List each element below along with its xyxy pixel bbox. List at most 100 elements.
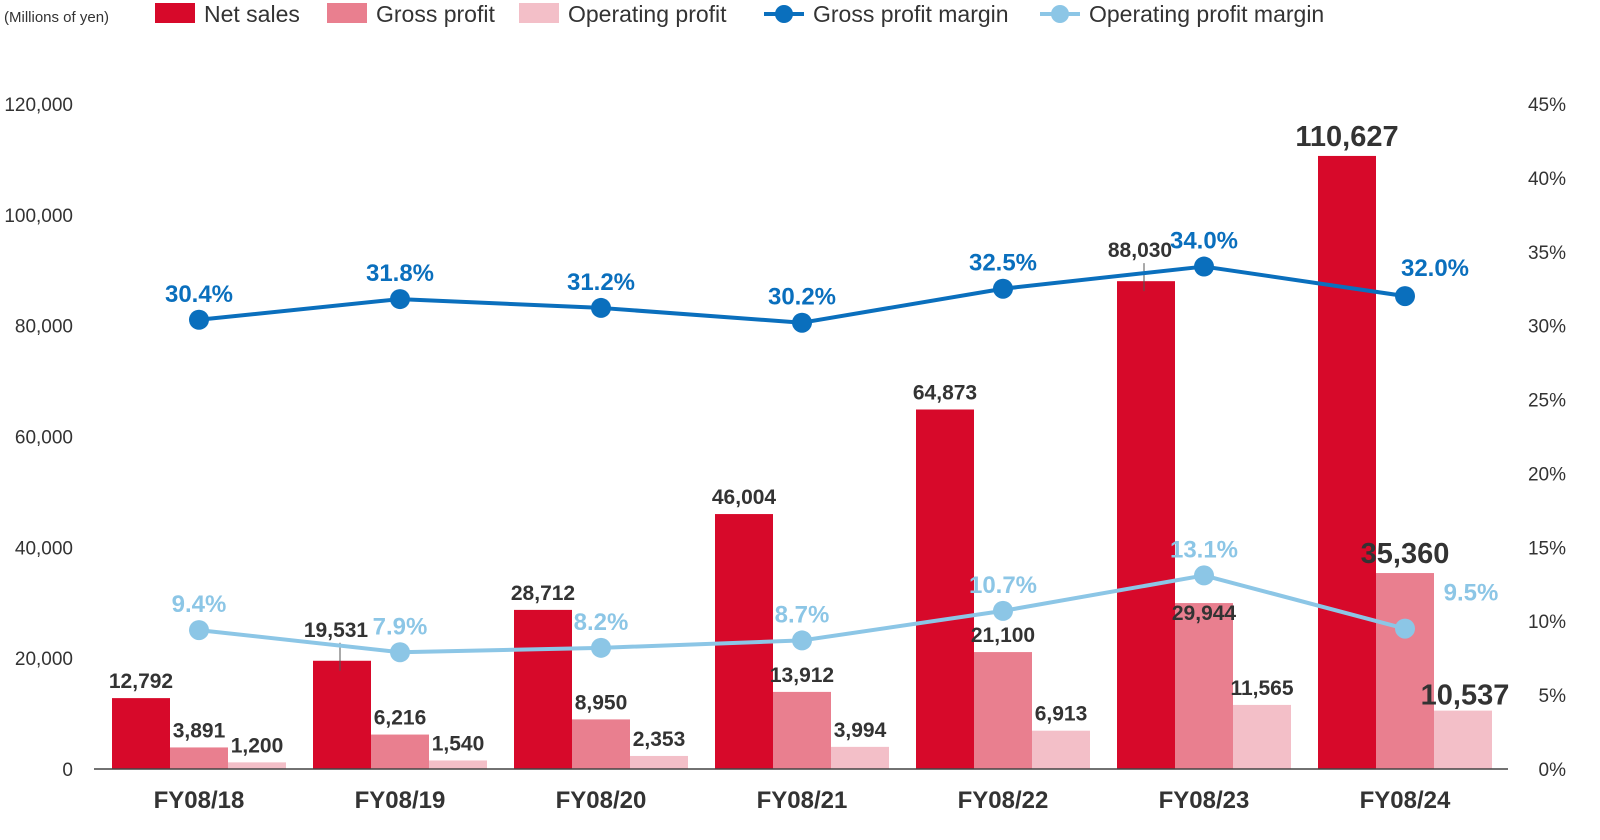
category-label: FY08/24 [1360, 787, 1451, 814]
bar-operating-profit [1233, 704, 1291, 769]
bar-value-label: 64,873 [913, 381, 977, 404]
bar-value-label: 29,944 [1172, 602, 1237, 625]
line-value-label: 8.2% [574, 609, 629, 636]
right-tick-label: 25% [1528, 391, 1566, 412]
line-marker [189, 309, 209, 330]
bar-operating-profit [429, 760, 487, 769]
bar-value-label: 6,913 [1035, 703, 1088, 726]
legend-marker [1051, 5, 1069, 23]
bar-gross-profit [1376, 573, 1434, 769]
line-marker [1395, 618, 1415, 639]
legend-label: Net sales [204, 1, 300, 27]
line-value-label: 31.2% [567, 269, 635, 296]
line-marker [792, 312, 812, 333]
bar-value-label: 8,950 [575, 691, 628, 714]
bar-value-label: 1,200 [231, 734, 284, 757]
bar-value-label: 10,537 [1421, 680, 1510, 712]
legend-swatch [519, 3, 559, 23]
legend-swatch [327, 3, 367, 23]
left-axis: 0 20,000 40,000 60,000 80,000 100,000 120,000 [4, 95, 73, 781]
left-tick-label: 80,000 [15, 317, 73, 338]
line-value-label: 34.0% [1170, 228, 1238, 255]
left-tick-label: 20,000 [15, 649, 73, 670]
line-marker [591, 297, 611, 318]
line-marker [993, 278, 1013, 299]
bar-gross-profit [773, 691, 831, 769]
line-value-label: 30.2% [768, 284, 836, 311]
category-labels: FY08/18 FY08/19 FY08/20 FY08/21 FY08/22 FY08/… [154, 787, 1451, 814]
bar-net-sales [514, 609, 572, 769]
line-value-label: 8.7% [775, 601, 830, 628]
bar-gross-profit [1175, 603, 1233, 769]
line-value-label: 7.9% [373, 613, 428, 640]
right-tick-label: 35% [1528, 243, 1566, 264]
line-value-label: 10.7% [969, 572, 1037, 599]
line-marker [189, 620, 209, 641]
category-label: FY08/18 [154, 787, 245, 814]
line-value-label: 13.1% [1170, 536, 1238, 563]
line-marker [1395, 286, 1415, 307]
line-labels: 30.4% 31.8% 31.2% 30.2% 32.5% 34.0% 32.0% 9.4% 7… [165, 228, 1498, 641]
bar-value-label: 13,912 [770, 664, 834, 687]
category-label: FY08/20 [556, 787, 647, 814]
bar-operating-profit [630, 755, 688, 769]
bar-operating-profit [228, 762, 286, 769]
right-tick-label: 15% [1528, 538, 1566, 559]
bar-gross-profit [572, 719, 630, 769]
bars [112, 155, 1492, 770]
legend-marker [775, 5, 793, 23]
bar-value-label: 35,360 [1361, 538, 1450, 570]
line-value-label: 32.5% [969, 250, 1037, 277]
legend-swatch [155, 3, 195, 23]
bar-net-sales [313, 660, 371, 769]
bar-net-sales [1117, 281, 1175, 769]
left-tick-label: 60,000 [15, 428, 73, 449]
right-tick-label: 45% [1528, 95, 1566, 116]
line-value-label: 32.0% [1401, 255, 1469, 282]
right-tick-label: 10% [1528, 612, 1566, 633]
legend-label: Gross profit [376, 1, 495, 27]
bar-operating-profit [831, 746, 889, 769]
bar-value-label: 1,540 [432, 732, 485, 755]
legend-label: Gross profit margin [813, 1, 1009, 27]
bar-gross-profit [974, 652, 1032, 769]
bar-operating-profit [1434, 710, 1492, 769]
lines [189, 256, 1415, 663]
bar-value-label: 110,627 [1295, 121, 1398, 153]
right-axis: 0% 5% 10% 15% 20% 25% 30% 35% 40% 45% [1528, 95, 1566, 781]
bar-value-label: 88,030 [1108, 239, 1172, 262]
left-tick-label: 40,000 [15, 538, 73, 559]
line-marker [1194, 256, 1214, 277]
line-marker [1194, 565, 1214, 586]
bar-value-label: 28,712 [511, 582, 575, 605]
category-label: FY08/22 [958, 787, 1049, 814]
category-label: FY08/21 [757, 787, 848, 814]
line-marker [591, 637, 611, 658]
line-marker [993, 600, 1013, 621]
bar-net-sales [916, 409, 974, 769]
line-marker [390, 642, 410, 663]
bar-value-label: 12,792 [109, 670, 173, 693]
bar-net-sales [112, 698, 170, 769]
legend-label: Operating profit [568, 1, 727, 27]
right-tick-label: 0% [1539, 760, 1567, 781]
category-label: FY08/23 [1159, 787, 1250, 814]
right-tick-label: 5% [1539, 686, 1567, 707]
bar-value-label: 3,891 [173, 719, 226, 742]
bar-gross-profit [371, 734, 429, 769]
bar-value-label: 46,004 [712, 486, 777, 509]
bar-operating-profit [1032, 730, 1090, 769]
right-tick-label: 30% [1528, 317, 1566, 338]
line-marker [792, 630, 812, 651]
legend-label: Operating profit margin [1089, 1, 1324, 27]
legend: Net sales Gross profit Operating profit Gro… [155, 1, 1324, 27]
left-tick-label: 120,000 [4, 95, 73, 116]
left-tick-label: 0 [62, 760, 73, 781]
line-value-label: 31.8% [366, 260, 434, 287]
bar-gross-profit [170, 747, 228, 769]
right-tick-label: 40% [1528, 169, 1566, 190]
bar-value-label: 2,353 [633, 728, 686, 751]
bar-value-label: 19,531 [304, 619, 369, 642]
